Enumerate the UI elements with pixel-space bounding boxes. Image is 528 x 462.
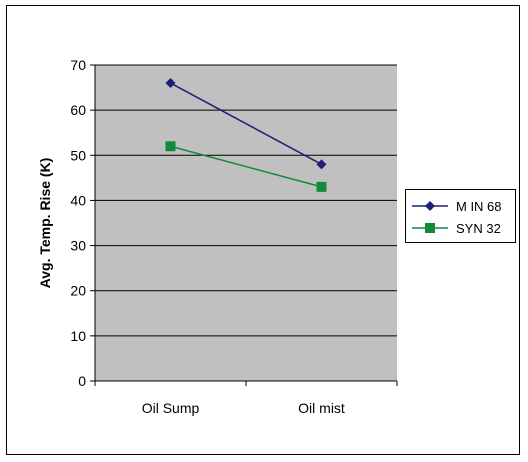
legend: M IN 68 SYN 32 xyxy=(405,189,516,243)
y-tick-label: 60 xyxy=(70,102,86,118)
legend-marker-diamond-icon xyxy=(412,201,448,211)
y-tick-label: 0 xyxy=(78,373,86,389)
series-group xyxy=(165,78,327,192)
legend-item-series-2: SYN 32 xyxy=(406,219,517,237)
y-tick-label: 70 xyxy=(70,57,86,73)
gridlines xyxy=(95,64,397,337)
data-point xyxy=(165,78,176,89)
plot-area xyxy=(95,65,397,381)
x-tick-label: Oil mist xyxy=(298,400,345,416)
data-point xyxy=(316,181,327,192)
series-line xyxy=(170,82,322,165)
x-tick-labels: Oil Sump Oil mist xyxy=(142,400,345,416)
legend-marker-square-icon xyxy=(412,223,448,233)
legend-label: M IN 68 xyxy=(456,199,502,214)
y-tick-label: 10 xyxy=(70,328,86,344)
data-point xyxy=(316,159,327,170)
y-axis-label: Avg. Temp. Rise (K) xyxy=(37,158,53,289)
series-line xyxy=(170,145,322,188)
data-point xyxy=(165,141,176,152)
legend-item-series-1: M IN 68 xyxy=(406,197,517,215)
x-tick-label: Oil Sump xyxy=(142,400,200,416)
y-tick-label: 20 xyxy=(70,283,86,299)
y-tick-label: 30 xyxy=(70,238,86,254)
y-tick-label: 40 xyxy=(70,192,86,208)
y-tick-label: 50 xyxy=(70,147,86,163)
y-tick-labels: 0 10 20 30 40 50 60 70 xyxy=(70,57,95,389)
legend-label: SYN 32 xyxy=(456,221,501,236)
axes xyxy=(94,65,398,386)
